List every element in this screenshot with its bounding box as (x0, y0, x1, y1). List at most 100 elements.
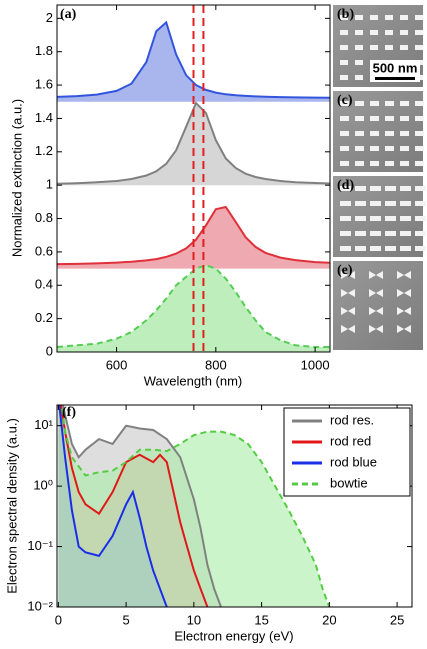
y-tick-label: 1.6 (35, 77, 53, 92)
area (57, 207, 330, 269)
nanorod (415, 131, 424, 136)
nanorod (340, 131, 349, 136)
sem-images: (b) (c) (d) (e) 500 nm (333, 5, 426, 350)
series-line (60, 405, 331, 607)
y-axis-label: Electron spectral density (a.u.) (4, 418, 19, 594)
nanorod (370, 186, 381, 191)
nanorod (415, 146, 424, 151)
y-tick-label: 1 (46, 177, 53, 192)
legend-label: rod res. (330, 412, 374, 427)
nanorod (340, 101, 349, 106)
nanorod (400, 45, 408, 50)
bowtie (341, 307, 355, 315)
nanorod (385, 186, 396, 191)
scale-bar-bg (370, 60, 420, 82)
y-tick-label: 0 (46, 343, 53, 358)
series-line (59, 405, 209, 607)
nanorod (370, 216, 381, 221)
series-line (57, 101, 330, 185)
y-tick-label: 0.6 (35, 243, 53, 258)
nanorod (385, 146, 394, 151)
nanorod (400, 231, 411, 236)
nanorod (370, 246, 381, 251)
nanorod (370, 15, 378, 20)
nanorod (415, 216, 426, 221)
y-axis-label: Normalized extinction (a.u.) (9, 99, 24, 257)
nanorod (370, 131, 379, 136)
bowtie (369, 325, 383, 333)
x-tick-label: 15 (254, 612, 268, 627)
nanorod (370, 231, 381, 236)
legend-label: rod blue (330, 454, 377, 469)
nanorod (355, 216, 366, 221)
bowtie (369, 307, 383, 315)
nanorod (355, 101, 364, 106)
nanorod (355, 231, 366, 236)
x-tick-label: 0 (55, 612, 62, 627)
nanorod (400, 161, 409, 166)
nanorod (370, 45, 378, 50)
nanorod (355, 60, 363, 65)
nanorod (400, 246, 411, 251)
nanorod (355, 15, 363, 20)
x-axis-label: Electron energy (eV) (174, 628, 293, 643)
nanorod (370, 30, 378, 35)
nanorod (400, 30, 408, 35)
nanorod (385, 101, 394, 106)
legend-label: rod red (330, 433, 371, 448)
nanorod (340, 231, 351, 236)
nanorod (400, 101, 409, 106)
nanorod (340, 146, 349, 151)
nanorod (385, 216, 396, 221)
y-tick-label: 0.4 (35, 277, 53, 292)
panel-label: (f) (62, 405, 76, 420)
y-tick-label: 10⁻¹ (27, 538, 53, 553)
series-line (58, 405, 168, 607)
panel-label: (b) (337, 7, 354, 22)
bowtie (341, 271, 355, 279)
nanorod (340, 60, 348, 65)
x-axis-label: Wavelength (nm) (144, 373, 243, 388)
nanorod (400, 131, 409, 136)
nanorod (385, 131, 394, 136)
nanorod (355, 186, 366, 191)
nanorod (385, 116, 394, 121)
x-tick-label: 25 (390, 612, 404, 627)
nanorod (355, 161, 364, 166)
panel-label: (c) (337, 93, 353, 108)
nanorod (415, 246, 426, 251)
nanorod (385, 231, 396, 236)
nanorod (415, 161, 424, 166)
nanorod (355, 45, 363, 50)
nanorod (415, 30, 423, 35)
nanorod (370, 116, 379, 121)
nanorod (355, 201, 366, 206)
y-tick-label: 0.8 (35, 210, 53, 225)
nanorod (400, 116, 409, 121)
plot-frame (56, 4, 331, 353)
bowtie (369, 289, 383, 297)
y-tick-label: 1.8 (35, 43, 53, 58)
y-tick-label: 10¹ (34, 417, 53, 432)
plot-frame (56, 404, 413, 608)
nanorod (340, 161, 349, 166)
panel-label: (d) (337, 178, 354, 193)
nanorod (415, 101, 424, 106)
panel-label: (a) (60, 7, 77, 22)
x-tick-label: 5 (122, 612, 129, 627)
nanorod (385, 30, 393, 35)
nanorod (400, 146, 409, 151)
y-tick-label: 0.2 (35, 310, 53, 325)
bowtie (341, 289, 355, 297)
nanorod (355, 146, 364, 151)
scale-bar-label: 500 nm (373, 60, 418, 75)
nanorod (355, 30, 363, 35)
nanorod (340, 246, 351, 251)
bowtie (397, 289, 411, 297)
nanorod (340, 45, 348, 50)
nanorod (385, 15, 393, 20)
nanorod (355, 116, 364, 121)
scale-bar (375, 77, 415, 80)
bowtie (397, 307, 411, 315)
